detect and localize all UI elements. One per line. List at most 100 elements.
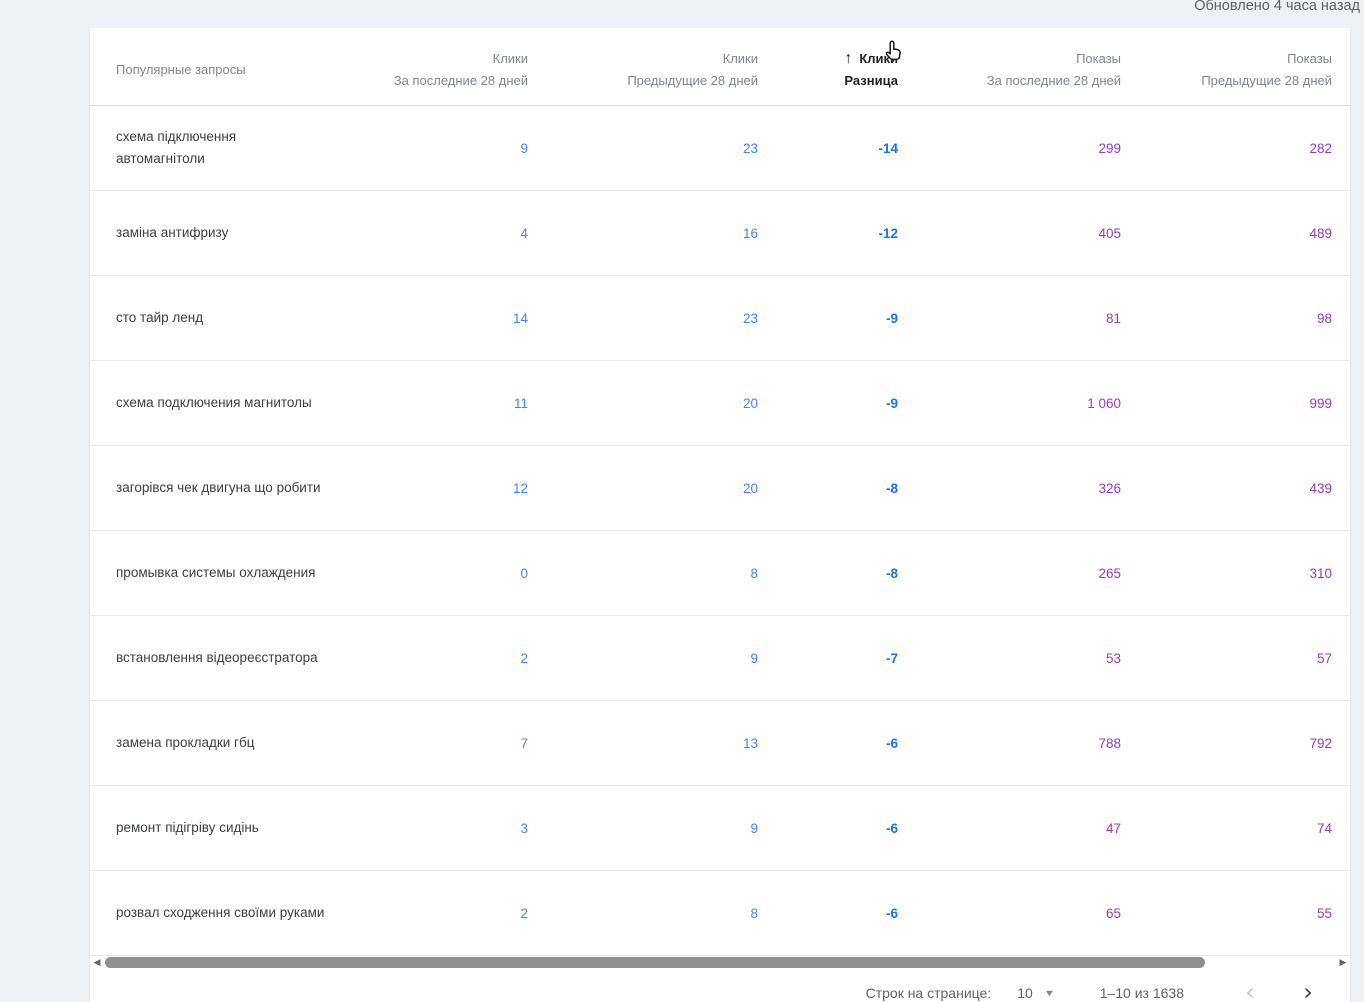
clicks-difference-value: -9 bbox=[885, 395, 898, 411]
previous-page-button[interactable]: ‹ bbox=[1245, 978, 1255, 1002]
pagination-bar: Строк на странице: 10 ▼ 1–10 из 1638 ‹ › bbox=[90, 970, 1350, 1002]
table-row[interactable]: схема підключення автомагнітоли 9 23 -14 299… bbox=[90, 106, 1350, 191]
clicks-difference-value: -9 bbox=[885, 310, 898, 326]
impressions-prev-28-value: 282 bbox=[1309, 140, 1332, 156]
table-row[interactable]: замена прокладки гбц 7 13 -6 788 792 bbox=[90, 701, 1350, 786]
clicks-last-28-value: 7 bbox=[520, 735, 528, 751]
clicks-last-28-value: 14 bbox=[512, 310, 528, 326]
clicks-prev-28-value: 9 bbox=[750, 650, 758, 666]
column-header-impressions-last-28[interactable]: Показы За последние 28 дней bbox=[898, 48, 1121, 92]
query-cell: сто тайр ленд bbox=[116, 310, 204, 325]
column-title: Клики bbox=[859, 50, 898, 66]
column-header-impressions-prev-28[interactable]: Показы Предыдущие 28 дней bbox=[1121, 48, 1350, 92]
clicks-prev-28-value: 8 bbox=[750, 905, 758, 921]
impressions-prev-28-value: 792 bbox=[1309, 735, 1332, 751]
column-title: Показы bbox=[1287, 50, 1332, 66]
clicks-prev-28-value: 13 bbox=[742, 735, 758, 751]
clicks-last-28-value: 2 bbox=[520, 650, 528, 666]
clicks-difference-value: -7 bbox=[885, 650, 898, 666]
rows-per-page-value: 10 bbox=[1017, 985, 1033, 1001]
clicks-prev-28-value: 23 bbox=[742, 140, 758, 156]
clicks-prev-28-value: 23 bbox=[742, 310, 758, 326]
clicks-prev-28-value: 16 bbox=[742, 225, 758, 241]
table-body: схема підключення автомагнітоли 9 23 -14 299… bbox=[90, 106, 1350, 956]
clicks-prev-28-value: 20 bbox=[742, 395, 758, 411]
column-title: Клики bbox=[722, 50, 758, 66]
next-page-button[interactable]: › bbox=[1303, 978, 1313, 1002]
impressions-prev-28-value: 74 bbox=[1316, 820, 1332, 836]
query-cell: встановлення відеореєстратора bbox=[116, 650, 318, 665]
column-subtitle: За последние 28 дней bbox=[393, 72, 528, 88]
clicks-difference-value: -6 bbox=[885, 820, 898, 836]
impressions-last-28-value: 326 bbox=[1098, 480, 1121, 496]
impressions-last-28-value: 405 bbox=[1098, 225, 1121, 241]
column-title: Показы bbox=[1076, 50, 1121, 66]
column-subtitle: Разница bbox=[844, 72, 898, 88]
table-header-row: Популярные запросы Клики За последние 28… bbox=[90, 28, 1350, 106]
impressions-last-28-value: 81 bbox=[1105, 310, 1121, 326]
impressions-last-28-value: 265 bbox=[1098, 565, 1121, 581]
clicks-difference-value: -12 bbox=[878, 225, 898, 241]
column-header-clicks-difference[interactable]: ↑ Клики Разница bbox=[758, 48, 898, 92]
rows-per-page-select[interactable]: 10 ▼ bbox=[1017, 983, 1055, 1002]
query-cell: схема підключення автомагнітоли bbox=[116, 129, 237, 166]
column-subtitle: За последние 28 дней bbox=[986, 72, 1121, 88]
clicks-last-28-value: 11 bbox=[513, 395, 528, 411]
impressions-last-28-value: 788 bbox=[1098, 735, 1121, 751]
table-row[interactable]: розвал сходження своїми руками 2 8 -6 65 55 bbox=[90, 871, 1350, 956]
clicks-difference-value: -14 bbox=[878, 140, 898, 156]
clicks-difference-value: -6 bbox=[885, 905, 898, 921]
clicks-prev-28-value: 20 bbox=[742, 480, 758, 496]
clicks-last-28-value: 3 bbox=[520, 820, 528, 836]
clicks-difference-value: -8 bbox=[885, 565, 898, 581]
impressions-prev-28-value: 310 bbox=[1309, 565, 1332, 581]
query-cell: замена прокладки гбц bbox=[116, 735, 255, 750]
query-cell: розвал сходження своїми руками bbox=[116, 905, 325, 920]
clicks-last-28-value: 4 bbox=[520, 225, 528, 241]
pagination-range-label: 1–10 из 1638 bbox=[1099, 985, 1184, 1001]
scroll-left-arrow-icon[interactable]: ◀ bbox=[93, 957, 101, 967]
table-row[interactable]: промывка системы охлаждения 0 8 -8 265 310 bbox=[90, 531, 1350, 616]
last-updated-text: Обновлено 4 часа назад bbox=[1194, 0, 1360, 14]
table-row[interactable]: встановлення відеореєстратора 2 9 -7 53 57 bbox=[90, 616, 1350, 701]
impressions-last-28-value: 1 060 bbox=[1087, 395, 1121, 411]
scroll-right-arrow-icon[interactable]: ▶ bbox=[1339, 957, 1347, 967]
clicks-last-28-value: 0 bbox=[520, 565, 528, 581]
rows-per-page-label: Строк на странице: bbox=[865, 985, 992, 1001]
column-subtitle: Предыдущие 28 дней bbox=[1201, 72, 1332, 88]
query-cell: загорівся чек двигуна що робити bbox=[116, 480, 321, 495]
impressions-prev-28-value: 98 bbox=[1316, 310, 1332, 326]
column-header-clicks-prev-28[interactable]: Клики Предыдущие 28 дней bbox=[528, 48, 758, 92]
scrollbar-track[interactable] bbox=[104, 956, 1336, 968]
impressions-prev-28-value: 489 bbox=[1309, 225, 1332, 241]
column-subtitle: Предыдущие 28 дней bbox=[627, 72, 758, 88]
impressions-last-28-value: 299 bbox=[1098, 140, 1121, 156]
clicks-difference-value: -6 bbox=[885, 735, 898, 751]
table-row[interactable]: загорівся чек двигуна що робити 12 20 -8 326… bbox=[90, 446, 1350, 531]
table-row[interactable]: сто тайр ленд 14 23 -9 81 98 bbox=[90, 276, 1350, 361]
column-header-queries[interactable]: Популярные запросы bbox=[116, 61, 246, 77]
clicks-difference-value: -8 bbox=[885, 480, 898, 496]
impressions-last-28-value: 47 bbox=[1105, 820, 1121, 836]
clicks-last-28-value: 9 bbox=[520, 140, 528, 156]
impressions-prev-28-value: 439 bbox=[1309, 480, 1332, 496]
impressions-prev-28-value: 55 bbox=[1316, 905, 1332, 921]
query-cell: схема подключения магнитолы bbox=[116, 395, 312, 410]
clicks-last-28-value: 2 bbox=[520, 905, 528, 921]
impressions-last-28-value: 65 bbox=[1105, 905, 1121, 921]
impressions-prev-28-value: 999 bbox=[1309, 395, 1332, 411]
impressions-prev-28-value: 57 bbox=[1316, 650, 1332, 666]
column-header-clicks-last-28[interactable]: Клики За последние 28 дней bbox=[338, 48, 528, 92]
query-cell: промывка системы охлаждения bbox=[116, 565, 316, 580]
clicks-last-28-value: 12 bbox=[512, 480, 528, 496]
table-row[interactable]: схема подключения магнитолы 11 20 -9 1 060 99… bbox=[90, 361, 1350, 446]
impressions-last-28-value: 53 bbox=[1105, 650, 1121, 666]
sort-ascending-icon: ↑ bbox=[844, 49, 853, 67]
scrollbar-thumb[interactable] bbox=[105, 956, 1205, 968]
horizontal-scrollbar[interactable]: ◀ ▶ bbox=[90, 955, 1350, 969]
clicks-prev-28-value: 9 bbox=[750, 820, 758, 836]
table-row[interactable]: заміна антифризу 4 16 -12 405 489 bbox=[90, 191, 1350, 276]
table-row[interactable]: ремонт підігріву сидінь 3 9 -6 47 74 bbox=[90, 786, 1350, 871]
query-cell: заміна антифризу bbox=[116, 225, 229, 240]
popular-queries-table: Популярные запросы Клики За последние 28… bbox=[90, 28, 1350, 1002]
